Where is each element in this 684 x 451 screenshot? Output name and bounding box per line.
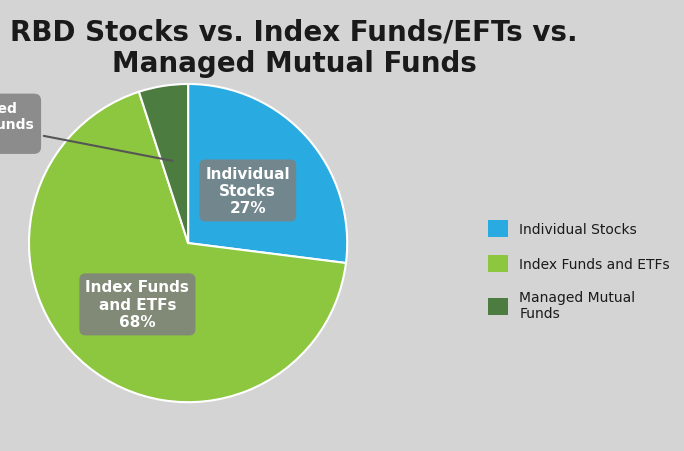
Text: Index Funds
and ETFs
68%: Index Funds and ETFs 68%	[86, 280, 189, 330]
Wedge shape	[139, 85, 188, 244]
Text: Individual
Stocks
27%: Individual Stocks 27%	[205, 166, 290, 216]
Text: Managed
Mutual Funds
5%: Managed Mutual Funds 5%	[0, 101, 172, 161]
Wedge shape	[29, 92, 346, 402]
Legend: Individual Stocks, Index Funds and ETFs, Managed Mutual
Funds: Individual Stocks, Index Funds and ETFs,…	[481, 214, 677, 327]
Wedge shape	[188, 85, 347, 263]
Text: RBD Stocks vs. Index Funds/EFTs vs.
Managed Mutual Funds: RBD Stocks vs. Index Funds/EFTs vs. Mana…	[10, 18, 578, 78]
